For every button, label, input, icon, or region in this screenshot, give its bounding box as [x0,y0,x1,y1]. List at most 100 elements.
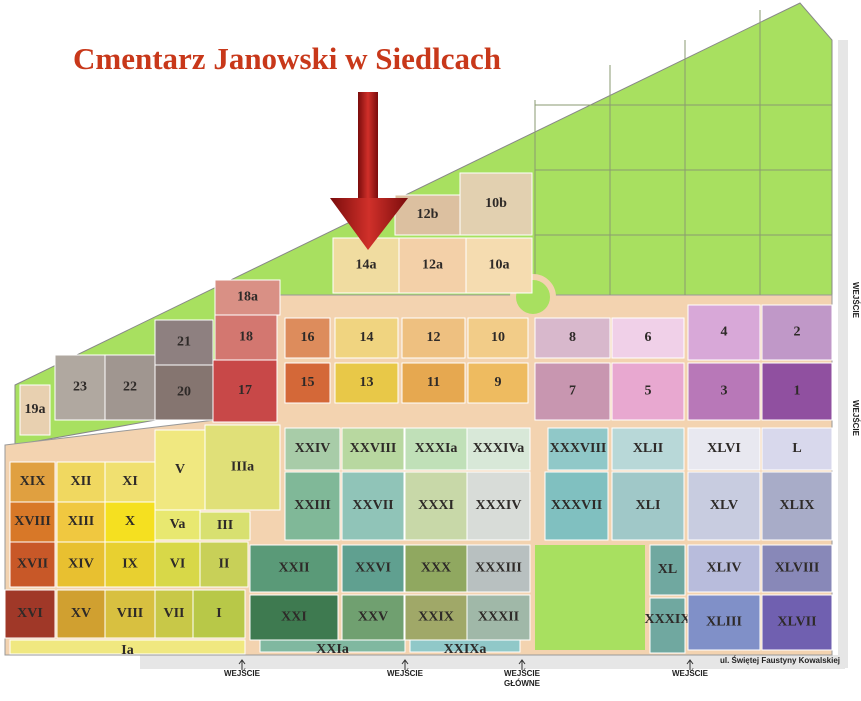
section-label: I [216,606,221,621]
section-label: 5 [645,384,652,399]
section-label: XXIXa [444,642,487,657]
section-label: XXIX [418,610,454,625]
section-label: XIII [68,514,94,529]
section-label: XXXIII [475,561,522,576]
section-label: XXIII [294,498,331,513]
section [249,594,339,641]
section-label: XXXIa [415,441,458,456]
entrance-sublabel: GŁÓWNE [504,679,541,688]
section-label: 14a [356,258,377,273]
section [467,362,529,404]
section-label: 8 [569,330,576,345]
section-label: XLV [710,498,738,513]
section-label: 14 [360,330,374,345]
section [687,471,761,541]
section [9,639,246,655]
section [204,424,281,511]
section [687,362,761,421]
section-label: 3 [721,384,728,399]
section-label: 4 [721,325,728,340]
section-label: II [219,557,230,572]
section-label: IX [122,557,138,572]
section [467,317,529,359]
section-label: X [125,514,135,529]
section-label: 23 [73,380,87,395]
section-label: L [792,441,801,456]
section [404,471,468,541]
green-grid [534,10,832,295]
section-label: VIII [117,606,143,621]
section-label: 1 [794,384,801,399]
road [838,40,848,668]
section-label: XII [70,474,91,489]
section [611,362,685,421]
section [341,427,405,471]
entrance-arrow [401,659,409,670]
section-label: 18a [237,290,258,305]
section-label: XIX [20,474,46,489]
section [284,317,331,359]
section-label: 2 [794,325,801,340]
section [341,544,405,593]
section-label: 10 [491,330,505,345]
section [611,471,685,541]
section [54,354,106,421]
section-label: XLI [636,498,661,513]
section [761,362,833,421]
section [404,427,468,471]
section-label: XLII [633,441,663,456]
entrance-arrow [518,659,526,670]
section [465,237,533,294]
section-label: XLVI [707,441,741,456]
section [104,501,156,543]
section [334,362,399,404]
section-label: 16 [301,330,315,345]
entrance-label: WEJŚCIE [224,669,261,678]
section-label: XVIII [14,514,51,529]
section [649,544,686,596]
section-label: XVII [17,557,48,572]
section [761,427,833,471]
section-label: XLVII [777,615,816,630]
section [466,544,531,593]
section [466,594,531,641]
section [404,544,468,593]
section-label: XXVIII [350,441,397,456]
entrance-label: WEJŚCIE [504,669,541,678]
section [259,639,406,653]
section-label: 11 [427,375,440,390]
section [611,427,685,471]
section-label: XXXIX [645,612,691,627]
section-label: 12a [422,258,443,273]
section [466,427,531,471]
entrance-label: WEJŚCIE [851,400,860,437]
section-label: 12 [427,330,441,345]
section [394,194,461,236]
section-label: 20 [177,385,191,400]
section-label: XLIX [779,498,814,513]
section [154,364,214,421]
section [466,471,531,541]
section [547,427,609,471]
street-name: ul. Świętej Faustyny Kowalskiej [720,656,840,665]
green-area [535,545,645,650]
section-label: XV [71,606,91,621]
section [104,589,156,639]
section [284,471,341,541]
section-label: 10a [489,258,510,273]
section-label: 6 [645,330,652,345]
section-label: 13 [360,375,374,390]
entrance-label: WEJŚCIE [851,282,860,319]
section-label: XXVI [355,561,391,576]
section [761,594,833,651]
section [154,541,201,588]
section-label: 18 [239,330,253,345]
section-label: IIIa [231,460,254,475]
section [104,354,156,421]
section-label: XL [658,562,677,577]
section-label: XXIa [316,642,349,657]
section [19,384,51,436]
section [284,362,331,404]
section [611,317,685,359]
